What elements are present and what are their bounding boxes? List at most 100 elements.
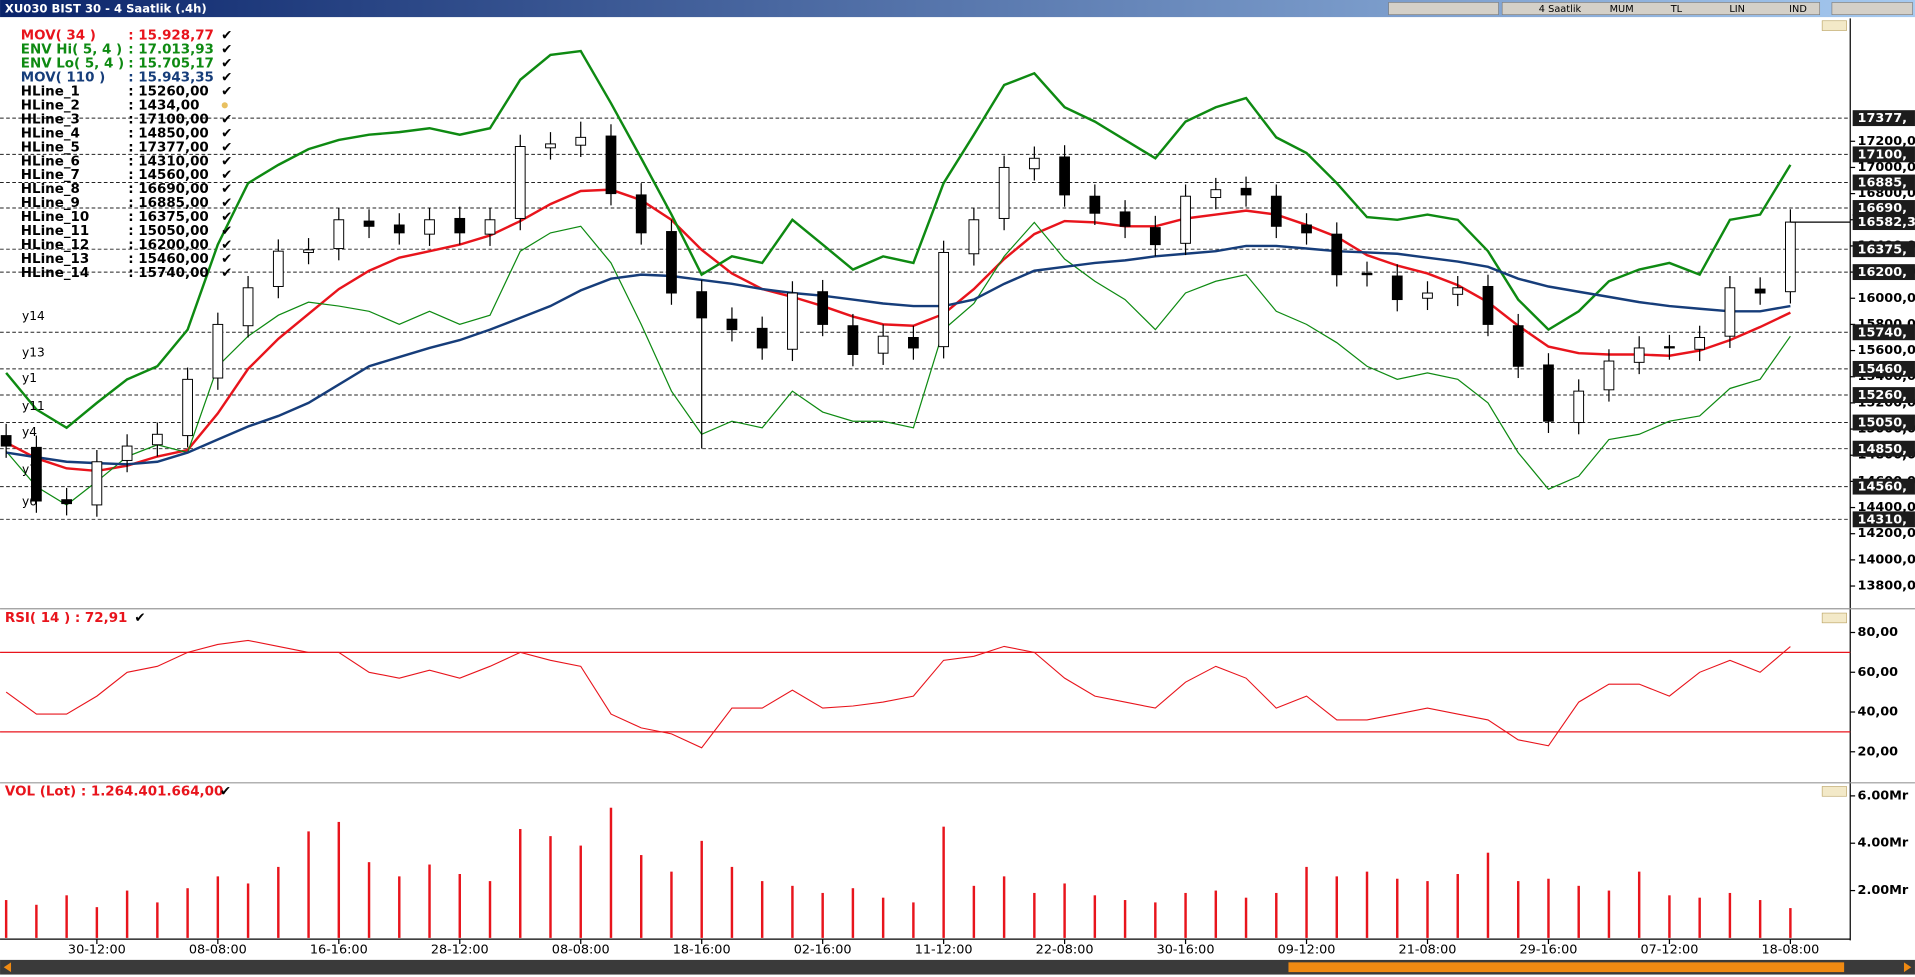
panel-button[interactable] bbox=[1821, 20, 1847, 31]
volume-bar bbox=[488, 881, 492, 938]
candle-body bbox=[1028, 157, 1040, 170]
legend-icon[interactable] bbox=[221, 102, 228, 109]
scrollbar-thumb[interactable] bbox=[1288, 962, 1845, 973]
toolbar-item[interactable]: LIN bbox=[1729, 4, 1745, 15]
hline-tag bbox=[1852, 360, 1915, 377]
volume-bar bbox=[912, 902, 915, 938]
legend-check[interactable]: ✔ bbox=[221, 196, 232, 211]
hline-tag bbox=[1852, 387, 1915, 403]
legend-name: HLine_7 bbox=[21, 168, 80, 183]
y-tick-label: 17200,00 bbox=[1858, 134, 1915, 149]
candle-body bbox=[1089, 195, 1101, 214]
candle-body bbox=[333, 219, 345, 250]
candle-body bbox=[575, 136, 587, 146]
toolbar-icons[interactable] bbox=[1388, 2, 1499, 15]
volume-bar bbox=[881, 897, 885, 938]
volume-bar bbox=[1002, 876, 1006, 938]
candle-body bbox=[1240, 187, 1252, 196]
hline-tag bbox=[1852, 511, 1915, 528]
candle-body bbox=[1573, 390, 1585, 424]
volume-bar bbox=[791, 885, 794, 938]
legend-check[interactable]: ✔ bbox=[221, 154, 232, 169]
annotation: y6 bbox=[22, 494, 37, 508]
legend-check[interactable]: ✔ bbox=[221, 140, 232, 155]
candle-body bbox=[303, 249, 314, 253]
volume-bar bbox=[1607, 890, 1611, 938]
candle-body bbox=[454, 217, 466, 234]
candle-body bbox=[1754, 288, 1766, 294]
legend-check[interactable]: ✔ bbox=[221, 70, 232, 85]
candle-body bbox=[393, 224, 405, 234]
legend-value: : 17100,00 bbox=[128, 112, 209, 127]
panel-button[interactable] bbox=[1821, 612, 1847, 624]
legend-check[interactable]: ✔ bbox=[221, 182, 232, 197]
legend-check[interactable]: ✔ bbox=[221, 126, 232, 141]
candle-body bbox=[1422, 292, 1433, 299]
legend-check[interactable]: ✔ bbox=[221, 238, 232, 253]
candle-body bbox=[484, 219, 496, 235]
legend-value: : 16690,00 bbox=[128, 182, 209, 197]
candle-body bbox=[1694, 337, 1706, 350]
legend-check[interactable]: ✔ bbox=[221, 112, 232, 127]
candle-body bbox=[726, 318, 738, 331]
legend-name: HLine_4 bbox=[21, 126, 80, 141]
y-tick-label: 17000,00 bbox=[1858, 160, 1915, 175]
legend-check[interactable]: ✔ bbox=[221, 28, 232, 43]
candle-body bbox=[877, 335, 889, 354]
x-tick-label: 16-16:00 bbox=[310, 943, 368, 958]
scroll-right[interactable] bbox=[1903, 962, 1912, 973]
hline-tag bbox=[1852, 200, 1915, 216]
volume-bar bbox=[95, 907, 99, 938]
candle-body bbox=[272, 250, 284, 287]
legend-check[interactable]: ✔ bbox=[221, 252, 232, 267]
hline-tag bbox=[1852, 110, 1915, 127]
volume-bar bbox=[549, 836, 552, 938]
y-tick-label: 6.00Mr bbox=[1858, 788, 1909, 803]
volume-bar bbox=[1244, 897, 1248, 938]
hline-tag bbox=[1852, 146, 1915, 163]
legend-check[interactable]: ✔ bbox=[221, 224, 232, 239]
volume-bar bbox=[821, 892, 824, 938]
legend-name: HLine_14 bbox=[21, 266, 89, 281]
toolbar-item[interactable]: IND bbox=[1789, 4, 1807, 15]
volume-bar bbox=[1033, 892, 1036, 938]
y-tick-label: 2.00Mr bbox=[1858, 883, 1909, 898]
candle-body bbox=[1270, 195, 1282, 227]
legend-check[interactable]: ✔ bbox=[221, 168, 232, 183]
toolbar-item[interactable]: 4 Saatlik bbox=[1539, 4, 1582, 15]
legend-check[interactable]: ✔ bbox=[221, 56, 232, 71]
legend-check[interactable]: ✔ bbox=[134, 611, 145, 626]
candle-body bbox=[363, 220, 375, 227]
candle-body bbox=[938, 251, 950, 348]
volume-bar bbox=[4, 900, 8, 938]
volume-bar bbox=[216, 876, 220, 938]
candle-body bbox=[787, 292, 798, 350]
volume-bar bbox=[35, 904, 38, 938]
panel-button[interactable] bbox=[1821, 786, 1847, 797]
legend-check[interactable]: ✔ bbox=[221, 266, 232, 281]
volume-bar bbox=[1728, 892, 1732, 938]
hline-tag-label: 16690, bbox=[1858, 201, 1907, 216]
hline-tag-label: 15260, bbox=[1858, 388, 1907, 403]
volume-bar bbox=[1486, 852, 1490, 938]
volume-bar bbox=[1516, 881, 1520, 938]
volume-bar bbox=[639, 855, 643, 938]
legend-check[interactable]: ✔ bbox=[220, 784, 231, 799]
legend-name: HLine_8 bbox=[21, 182, 80, 197]
legend-check[interactable]: ✔ bbox=[221, 210, 232, 225]
volume-bar bbox=[1637, 871, 1641, 938]
hline-tag-label: 17377, bbox=[1858, 111, 1907, 126]
volume-bar bbox=[1335, 876, 1338, 938]
toolbar-item[interactable]: MUM bbox=[1610, 4, 1634, 15]
scroll-left[interactable] bbox=[3, 962, 12, 973]
candle-body bbox=[31, 446, 42, 502]
volume-bar bbox=[1184, 892, 1187, 938]
legend-check[interactable]: ✔ bbox=[221, 42, 232, 57]
candle-body bbox=[1512, 325, 1524, 367]
window-buttons[interactable] bbox=[1831, 2, 1913, 15]
legend-check[interactable]: ✔ bbox=[221, 84, 232, 99]
toolbar-item[interactable]: TL bbox=[1670, 4, 1683, 15]
volume-bar bbox=[1758, 900, 1762, 938]
volume-bar bbox=[246, 883, 250, 938]
candle-body bbox=[1331, 233, 1343, 276]
